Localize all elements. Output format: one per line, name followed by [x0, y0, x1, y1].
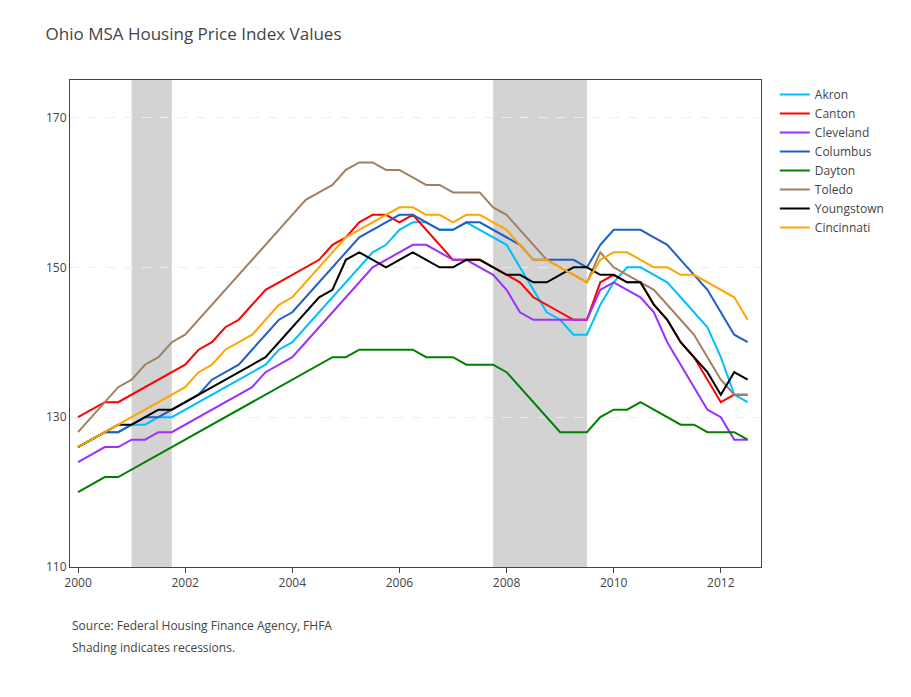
- svg-text:Cleveland: Cleveland: [815, 124, 869, 141]
- svg-text:Youngstown: Youngstown: [815, 200, 884, 217]
- svg-text:150: 150: [46, 259, 67, 276]
- svg-text:Cincinnati: Cincinnati: [815, 219, 870, 236]
- svg-text:2010: 2010: [600, 574, 628, 591]
- svg-text:2008: 2008: [493, 574, 521, 591]
- svg-text:2000: 2000: [64, 574, 92, 591]
- svg-text:2004: 2004: [279, 574, 307, 591]
- svg-text:2006: 2006: [386, 574, 414, 591]
- svg-text:Toledo: Toledo: [815, 181, 853, 198]
- svg-text:2012: 2012: [707, 574, 735, 591]
- svg-text:Akron: Akron: [815, 86, 848, 103]
- svg-text:Columbus: Columbus: [815, 143, 872, 160]
- svg-text:Ohio MSA Housing Price Index V: Ohio MSA Housing Price Index Values: [46, 22, 342, 45]
- svg-text:2002: 2002: [171, 574, 199, 591]
- svg-text:110: 110: [46, 558, 67, 575]
- svg-text:Dayton: Dayton: [815, 162, 855, 179]
- svg-text:Shading indicates recessions.: Shading indicates recessions.: [72, 639, 235, 656]
- svg-text:170: 170: [46, 109, 67, 126]
- svg-text:Source: Federal Housing Financ: Source: Federal Housing Finance Agency, …: [72, 617, 332, 634]
- svg-text:Canton: Canton: [815, 105, 855, 122]
- svg-text:130: 130: [46, 408, 67, 425]
